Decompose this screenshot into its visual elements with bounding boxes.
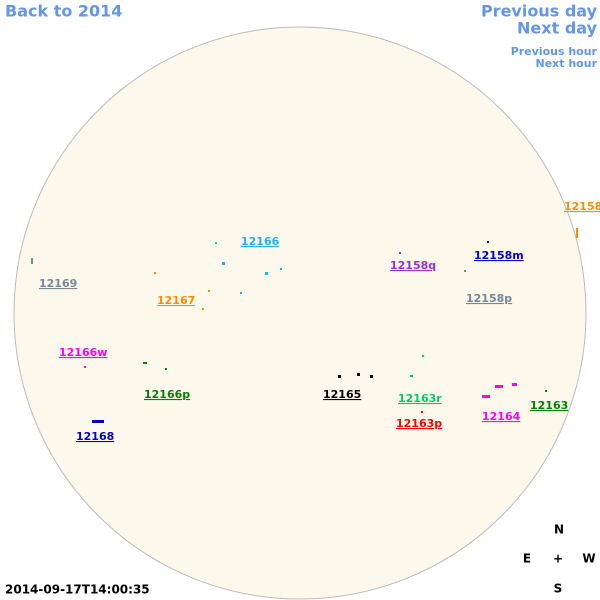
solar-disk [13,26,587,600]
region-link[interactable]: 12163r [398,392,442,405]
region-link[interactable]: 12158p [466,292,512,305]
next-day-link[interactable]: Next day [517,19,598,38]
region-link[interactable]: 12158m [474,249,524,262]
compass-center: + [553,552,563,566]
region-link[interactable]: 12165 [323,388,361,401]
region-link[interactable]: 12166 [241,235,280,248]
compass-west: W [582,552,595,566]
previous-hour-link[interactable]: Previous hour [511,45,598,58]
region-link[interactable]: 12168 [76,430,114,443]
region-link[interactable]: 12164 [482,410,521,423]
region-link[interactable]: 12158q [390,259,436,272]
previous-day-link[interactable]: Previous day [481,2,598,21]
spot-dots [31,228,578,423]
region-link[interactable]: 12166p [144,388,190,401]
region-link[interactable]: 12166w [59,346,107,359]
region-link[interactable]: 12163p [396,417,442,430]
back-link[interactable]: Back to 2014 [5,2,122,21]
region-link[interactable]: 12158 [564,200,600,213]
next-hour-link[interactable]: Next hour [536,57,598,70]
region-link[interactable]: 12163 [530,399,568,412]
region-link[interactable]: 12169 [39,277,77,290]
compass-north: N [554,523,564,537]
timestamp: 2014-09-17T14:00:35 [5,583,150,597]
region-link[interactable]: 12167 [157,294,195,307]
compass-south: S [554,582,563,596]
compass-east: E [523,552,531,566]
